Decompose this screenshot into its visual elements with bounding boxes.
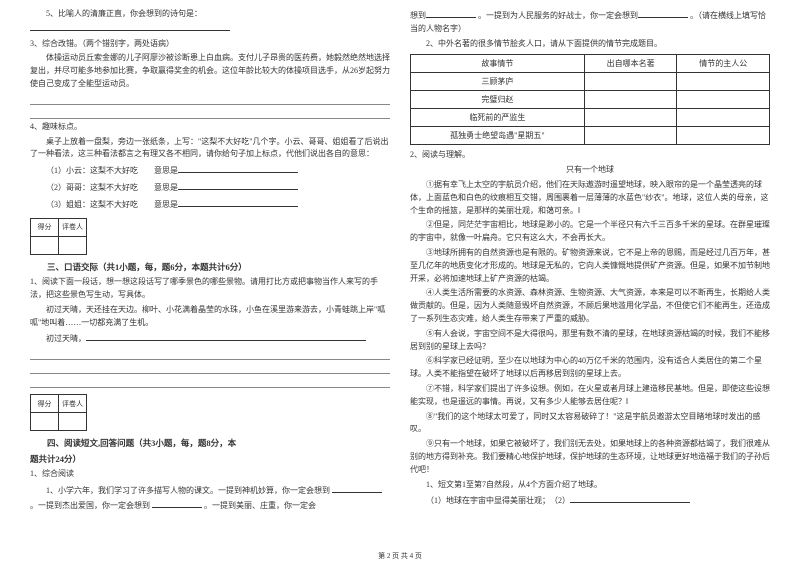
pq1-sub: （1）地球在宇宙中显得美丽壮观； （2）: [410, 493, 770, 508]
q3-answer-line2[interactable]: [30, 107, 390, 119]
para-4: ④人类生活所需要的水资源、森林资源、生物资源、大气资源，本来是可以不断再生，长期…: [410, 287, 770, 325]
th-hero: 情节的主人公: [677, 55, 770, 73]
story-table: 故事情节 出自哪本名著 情节的主人公 三顾茅庐 完璧归赵 临死前的严监生 孤独勇…: [410, 54, 770, 145]
table-row: 三顾茅庐: [411, 73, 770, 91]
score-box-sec3: 得分评卷人: [30, 218, 87, 255]
q3-text: 体操运动员丘索金娜的儿子阿廖沙被诊断患上白血病。支付儿子昂贵的医药费，她毅然绝然…: [30, 52, 390, 90]
sec4-q1-t1: 1、小学六年，我们学习了许多描写人物的课文。一提到神机妙算，你一定会想到 。一提…: [30, 483, 390, 513]
q5-text: 5、比喻人的清廉正直，你会想到的诗句是：: [30, 8, 390, 36]
sec3-line3[interactable]: [30, 376, 390, 388]
q4-blank1[interactable]: [178, 163, 298, 173]
grader-label: 评卷人: [59, 218, 87, 236]
read-title: 2、阅读与理解。: [410, 149, 770, 162]
section4-title: 四、阅读短文,回答问题（共3小题，每，题8分，本: [30, 437, 390, 451]
score-box-sec4: 得分评卷人: [30, 394, 87, 431]
para-9: ⑨只有一个地球，如果它被破坏了，我们别无去处，如果地球上的各种资源都枯竭了，我们…: [410, 438, 770, 476]
q4-text: 桌子上放着一盘梨，旁边一张纸条，上写："这梨不大好吃"几个字。小云、哥哥、姐姐看…: [30, 136, 390, 162]
score-cell[interactable]: [31, 413, 59, 431]
table-row: 临死前的严监生: [411, 109, 770, 127]
sec3-line1[interactable]: [30, 348, 390, 360]
q4-blank3[interactable]: [178, 197, 298, 207]
cont-blank1[interactable]: [426, 8, 476, 18]
th-book: 出自哪本名著: [584, 55, 677, 73]
pq1-blank[interactable]: [570, 493, 690, 503]
sec3-text: 初过天晴，天还挂在天边。柳叶、小花满着晶莹的水珠，小鱼在溪里游来游去，小青蛙跳上…: [30, 304, 390, 330]
q3-title: 3、综合改错。（两个错别字，两处语病）: [30, 38, 390, 51]
para-2: ②但是，同茫茫宇宙相比，地球是渺小的。它是一个半径只有六千三百多千米的星球。在群…: [410, 219, 770, 245]
q4-title: 4、趣味标点。: [30, 121, 390, 134]
sec3-q: 1、阅读下面一段话，想一想这段话写了哪季景色的哪些景物。请用打比方或把事物当作人…: [30, 276, 390, 302]
para-3: ③地球所拥有的自然资源也是有限的。矿物资源来说，它不是上帝的恩赐，而是经过几百万…: [410, 247, 770, 285]
grader-label: 评卷人: [59, 395, 87, 413]
section3-title: 三、口语交际（共1小题，每，题6分，本题共计6分）: [30, 261, 390, 275]
q5-blank[interactable]: [30, 21, 230, 31]
section4-title-b: 题共计24分）: [30, 453, 390, 467]
cont-blank2[interactable]: [638, 8, 688, 18]
q3-answer-line1[interactable]: [30, 93, 390, 105]
q4-blank2[interactable]: [178, 180, 298, 190]
pq1: 1、短文第1至第7自然段，从4个方面介绍了地球。: [410, 479, 770, 492]
th-plot: 故事情节: [411, 55, 585, 73]
grader-cell[interactable]: [59, 236, 87, 254]
score-label: 得分: [31, 395, 59, 413]
para-1: ①据有幸飞上太空的宇航员介绍，他们在天际遨游时遥望地球，映入眼帘的是一个晶莹透亮…: [410, 179, 770, 217]
sec4-q1-title: 1、综合阅读: [30, 468, 390, 481]
page-number: 第 2 页 共 4 页: [0, 551, 800, 561]
sec3-line2[interactable]: [30, 362, 390, 374]
table-row: 孤独勇士绝望岛遇"星期五": [411, 127, 770, 145]
q4-item1: （1）小云：这梨不大好吃 意思是: [30, 163, 390, 178]
sec3-ans-start: 初过天晴，: [30, 331, 390, 346]
score-cell[interactable]: [31, 236, 59, 254]
para-6: ⑥科学家已经证明，至少在以地球为中心的40万亿千米的范围内，没有适合人类居住的第…: [410, 355, 770, 381]
passage-title: 只有一个地球: [410, 164, 770, 177]
right-q2: 2、中外名著的很多情节脍炙人口，请从下面提供的情节完成题目。: [410, 38, 770, 51]
para-5: ⑤有人会说，宇宙空间不是大得很吗，那里有数不清的星球，在地球资源枯竭的时候，我们…: [410, 328, 770, 354]
sec4-blank1[interactable]: [332, 483, 382, 493]
para-7: ⑦不错，科学家们提出了许多设想。例如，在火星或者月球上建造移民基地。但是，即使这…: [410, 383, 770, 409]
grader-cell[interactable]: [59, 413, 87, 431]
table-row: 完璧归赵: [411, 91, 770, 109]
sec3-blank1[interactable]: [86, 331, 366, 341]
score-label: 得分: [31, 218, 59, 236]
q4-item3: （3）姐姐：这梨不大好吃 意思是: [30, 197, 390, 212]
para-8: ⑧"我们的这个地球太可爱了，同时又太容易破碎了！"这是宇航员遨游太空目睹地球时发…: [410, 411, 770, 437]
q4-item2: （2）哥哥：这梨不大好吃 意思是: [30, 180, 390, 195]
cont-line: 想到 。一提到为人民服务的好战士，你一定会想到 。（请在横线上填写恰当的人物名字…: [410, 8, 770, 36]
sec4-blank2[interactable]: [152, 498, 202, 508]
